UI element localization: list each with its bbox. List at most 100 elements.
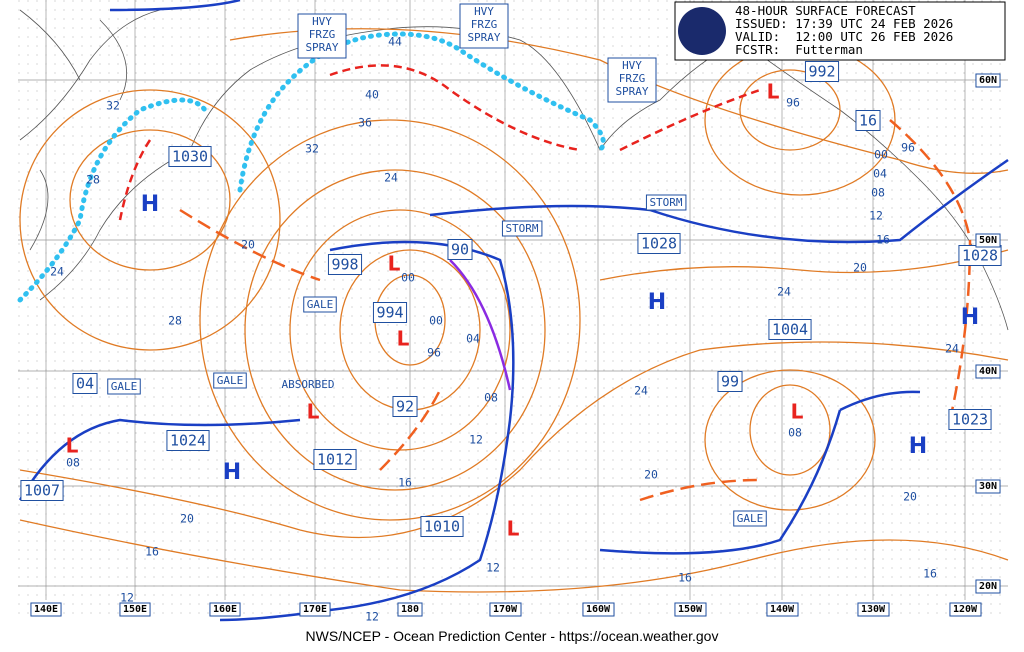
isobar-label: 20 bbox=[903, 490, 917, 504]
high-center: H bbox=[223, 460, 241, 485]
isobar-label: 16 bbox=[923, 567, 937, 581]
absorbed-label: ABSORBED bbox=[282, 378, 335, 391]
longitude-label: 130W bbox=[861, 604, 886, 615]
map-shape bbox=[889, 119, 972, 421]
isobar-label: 16 bbox=[876, 233, 890, 247]
isobar-label: 44 bbox=[388, 35, 402, 49]
isobar-label: 40 bbox=[365, 88, 379, 102]
isobar-label: 08 bbox=[66, 456, 80, 470]
isobar-label: 20 bbox=[180, 512, 194, 526]
pressure-label: 1010 bbox=[424, 518, 460, 536]
pressure-label-box bbox=[72, 373, 98, 394]
map-shape bbox=[69, 129, 231, 271]
map-shape bbox=[19, 519, 1009, 593]
isobar-label: 36 bbox=[358, 116, 372, 130]
longitude-label-box bbox=[582, 602, 615, 617]
pressure-label: 992 bbox=[808, 63, 835, 81]
longitude-label-box bbox=[209, 602, 241, 617]
isobar-label: 96 bbox=[901, 141, 915, 155]
isobar-label: 16 bbox=[678, 571, 692, 585]
longitude-label: 170E bbox=[303, 604, 327, 615]
isobar-label: 24 bbox=[777, 285, 791, 299]
pressure-label: 1007 bbox=[24, 482, 60, 500]
spray-warning-text: SPRAY bbox=[467, 31, 500, 44]
longitude-label: 120W bbox=[953, 604, 978, 615]
longitude-label-box bbox=[949, 602, 982, 617]
isobar-label: 00 bbox=[429, 314, 443, 328]
isobar-label: 12 bbox=[365, 610, 379, 624]
longitude-label: 170W bbox=[493, 604, 518, 615]
map-shape bbox=[739, 69, 841, 151]
isobar-label: 04 bbox=[873, 167, 887, 181]
warning-label: GALE bbox=[111, 380, 138, 393]
isobar-label: 12 bbox=[869, 209, 883, 223]
isobar-label: 28 bbox=[86, 173, 100, 187]
pressure-label: 994 bbox=[376, 304, 403, 322]
warning-label: GALE bbox=[737, 512, 764, 525]
longitude-label-box bbox=[299, 602, 331, 617]
longitude-label-box bbox=[119, 602, 151, 617]
pressure-label-box bbox=[717, 371, 743, 392]
pressure-label-box bbox=[20, 480, 64, 501]
pressure-label-box bbox=[392, 396, 418, 417]
latitude-label: 60N bbox=[979, 75, 997, 86]
isobar-label: 16 bbox=[398, 476, 412, 490]
map-shape bbox=[678, 7, 726, 55]
header-line: FCSTR: Futterman bbox=[735, 42, 863, 57]
longitude-label: 160W bbox=[586, 604, 611, 615]
header-line: VALID: 12:00 UTC 26 FEB 2026 bbox=[735, 29, 953, 44]
spray-warning-text: SPRAY bbox=[615, 85, 648, 98]
isobar-label: 24 bbox=[945, 342, 959, 356]
isobar-label: 16 bbox=[145, 545, 159, 559]
isobar-label: 24 bbox=[50, 265, 64, 279]
pressure-label: 1012 bbox=[317, 451, 353, 469]
high-center: H bbox=[961, 305, 979, 330]
map-shape bbox=[619, 88, 761, 152]
map-shape bbox=[639, 478, 761, 502]
pressure-label-box bbox=[168, 146, 212, 167]
pressure-label-box bbox=[313, 449, 357, 470]
longitude-label-box bbox=[489, 602, 522, 617]
longitude-label: 150E bbox=[123, 604, 147, 615]
spray-warning-text: HVY bbox=[622, 59, 642, 72]
isobar-label: 12 bbox=[486, 561, 500, 575]
low-center: L bbox=[791, 400, 804, 424]
isobar-label: 32 bbox=[305, 142, 319, 156]
isobar-label: 32 bbox=[106, 99, 120, 113]
low-center: L bbox=[397, 327, 410, 351]
latitude-label: 40N bbox=[979, 366, 997, 377]
isobar-label: 24 bbox=[384, 171, 398, 185]
pressure-label-box bbox=[855, 110, 881, 131]
map-shape bbox=[19, 9, 127, 101]
longitude-label-box bbox=[857, 602, 890, 617]
warning-label-box bbox=[733, 510, 767, 527]
latitude-label: 50N bbox=[979, 235, 997, 246]
latitude-label: 30N bbox=[979, 481, 997, 492]
spray-warning-text: HVY bbox=[312, 15, 332, 28]
spray-warning-text: SPRAY bbox=[305, 41, 338, 54]
header-box: 48-HOUR SURFACE FORECAST ISSUED: 17:39 U… bbox=[674, 1, 1006, 61]
latitude-label-box bbox=[975, 233, 1001, 248]
pressure-label-box bbox=[768, 319, 812, 340]
longitude-label-box bbox=[766, 602, 799, 617]
longitude-label: 180 bbox=[401, 604, 419, 615]
pressure-label: 04 bbox=[76, 375, 94, 393]
map-shape bbox=[199, 119, 581, 521]
spray-warning-box bbox=[297, 13, 347, 59]
isobar-label: 20 bbox=[241, 238, 255, 252]
low-center: L bbox=[307, 400, 320, 424]
pressure-label: 99 bbox=[721, 373, 739, 391]
low-center: L bbox=[767, 80, 780, 104]
isobar-label: 00 bbox=[874, 148, 888, 162]
isobar-label: 08 bbox=[788, 426, 802, 440]
spray-warning-box bbox=[607, 57, 657, 103]
map-shape bbox=[18, 418, 301, 501]
warning-label: STORM bbox=[649, 196, 682, 209]
longitude-label: 140E bbox=[34, 604, 58, 615]
map-shape bbox=[749, 384, 831, 476]
map-shape bbox=[599, 249, 1009, 281]
low-center: L bbox=[66, 434, 79, 458]
isobar-label: 24 bbox=[634, 384, 648, 398]
latitude-label-box bbox=[975, 479, 1001, 494]
